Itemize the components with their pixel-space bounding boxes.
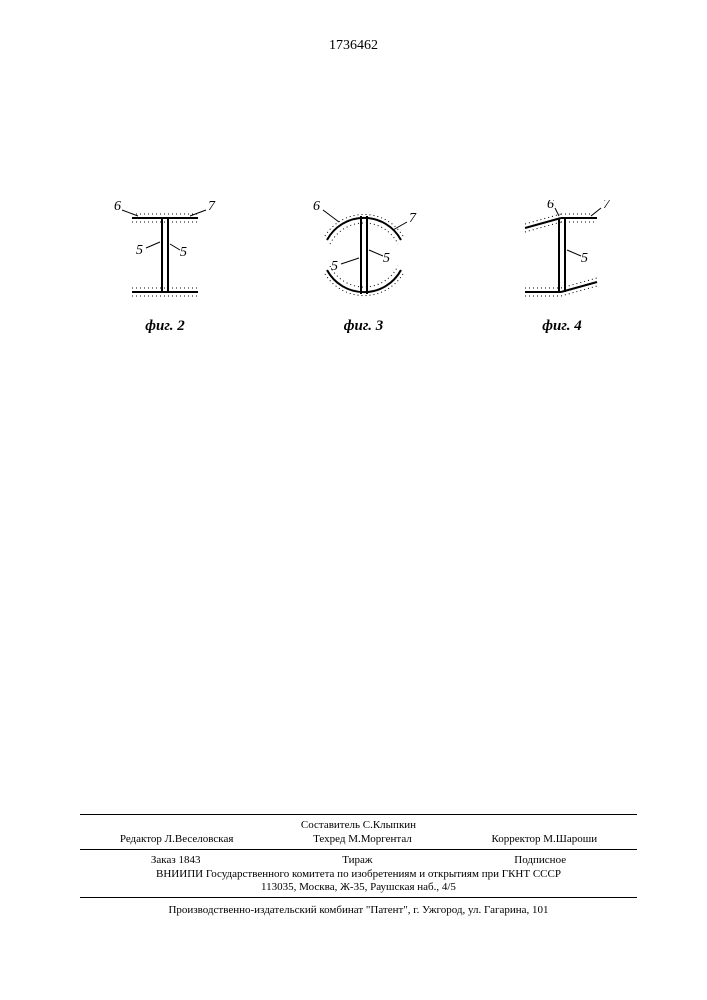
fig2-label-5l: 5: [136, 243, 143, 258]
editor-name: Л.Веселовская: [165, 833, 234, 845]
fig3-label-6: 6: [313, 200, 320, 214]
fig4-caption: фиг. 4: [542, 318, 581, 335]
order-num: 1843: [178, 854, 200, 866]
figure-2-block: 6 7 5 5 фиг. 2: [110, 200, 220, 335]
footer-address: 113035, Москва, Ж-35, Раушская наб., 4/5: [80, 881, 637, 893]
footer-press: Производственно-издательский комбинат "П…: [80, 904, 637, 916]
fig4-label-7: 7: [603, 200, 611, 212]
footer-rule-top: [80, 814, 637, 815]
fig4-label-6: 6: [547, 200, 554, 212]
order-label: Заказ: [151, 854, 176, 866]
fig2-label-7: 7: [208, 200, 216, 214]
fig2-label-5r: 5: [180, 245, 187, 260]
corrector-name: М.Шароши: [543, 833, 597, 845]
fig3-label-5r: 5: [383, 251, 390, 266]
fig4-label-5: 5: [581, 251, 588, 266]
compiler-label: Составитель: [301, 819, 360, 831]
figures-row: 6 7 5 5 фиг. 2 6 7: [110, 200, 617, 335]
footer-rule-mid: [80, 849, 637, 850]
footer-rule-bot: [80, 897, 637, 898]
subscription: Подписное: [514, 854, 566, 866]
fig2-label-6: 6: [114, 200, 121, 214]
page-number: 1736462: [329, 38, 378, 54]
techred-name: М.Моргентал: [348, 833, 412, 845]
figure-4-svg: 6 7 5: [507, 200, 617, 310]
editor-label: Редактор: [120, 833, 162, 845]
footer-editors-row: Редактор Л.Веселовская Техред М.Моргента…: [80, 833, 637, 845]
compiler-name: С.Клыпкин: [363, 819, 416, 831]
tirage: Тираж: [342, 854, 372, 866]
figure-4-block: 6 7 5 фиг. 4: [507, 200, 617, 335]
figure-3-block: 6 7 5 5 фиг. 3: [299, 200, 429, 335]
footer-order-row: Заказ 1843 Тираж Подписное: [80, 854, 637, 866]
footer-compiler-row: Составитель С.Клыпкин: [80, 819, 637, 831]
corrector-label: Корректор: [491, 833, 540, 845]
footer-block: Составитель С.Клыпкин Редактор Л.Веселов…: [80, 810, 637, 916]
fig2-caption: фиг. 2: [145, 318, 184, 335]
figure-2-svg: 6 7 5 5: [110, 200, 220, 310]
footer-org: ВНИИПИ Государственного комитета по изоб…: [80, 868, 637, 880]
techred-label: Техред: [313, 833, 345, 845]
fig3-label-7: 7: [409, 211, 417, 226]
fig3-label-5l: 5: [331, 259, 338, 274]
fig3-caption: фиг. 3: [344, 318, 383, 335]
figure-3-svg: 6 7 5 5: [299, 200, 429, 310]
